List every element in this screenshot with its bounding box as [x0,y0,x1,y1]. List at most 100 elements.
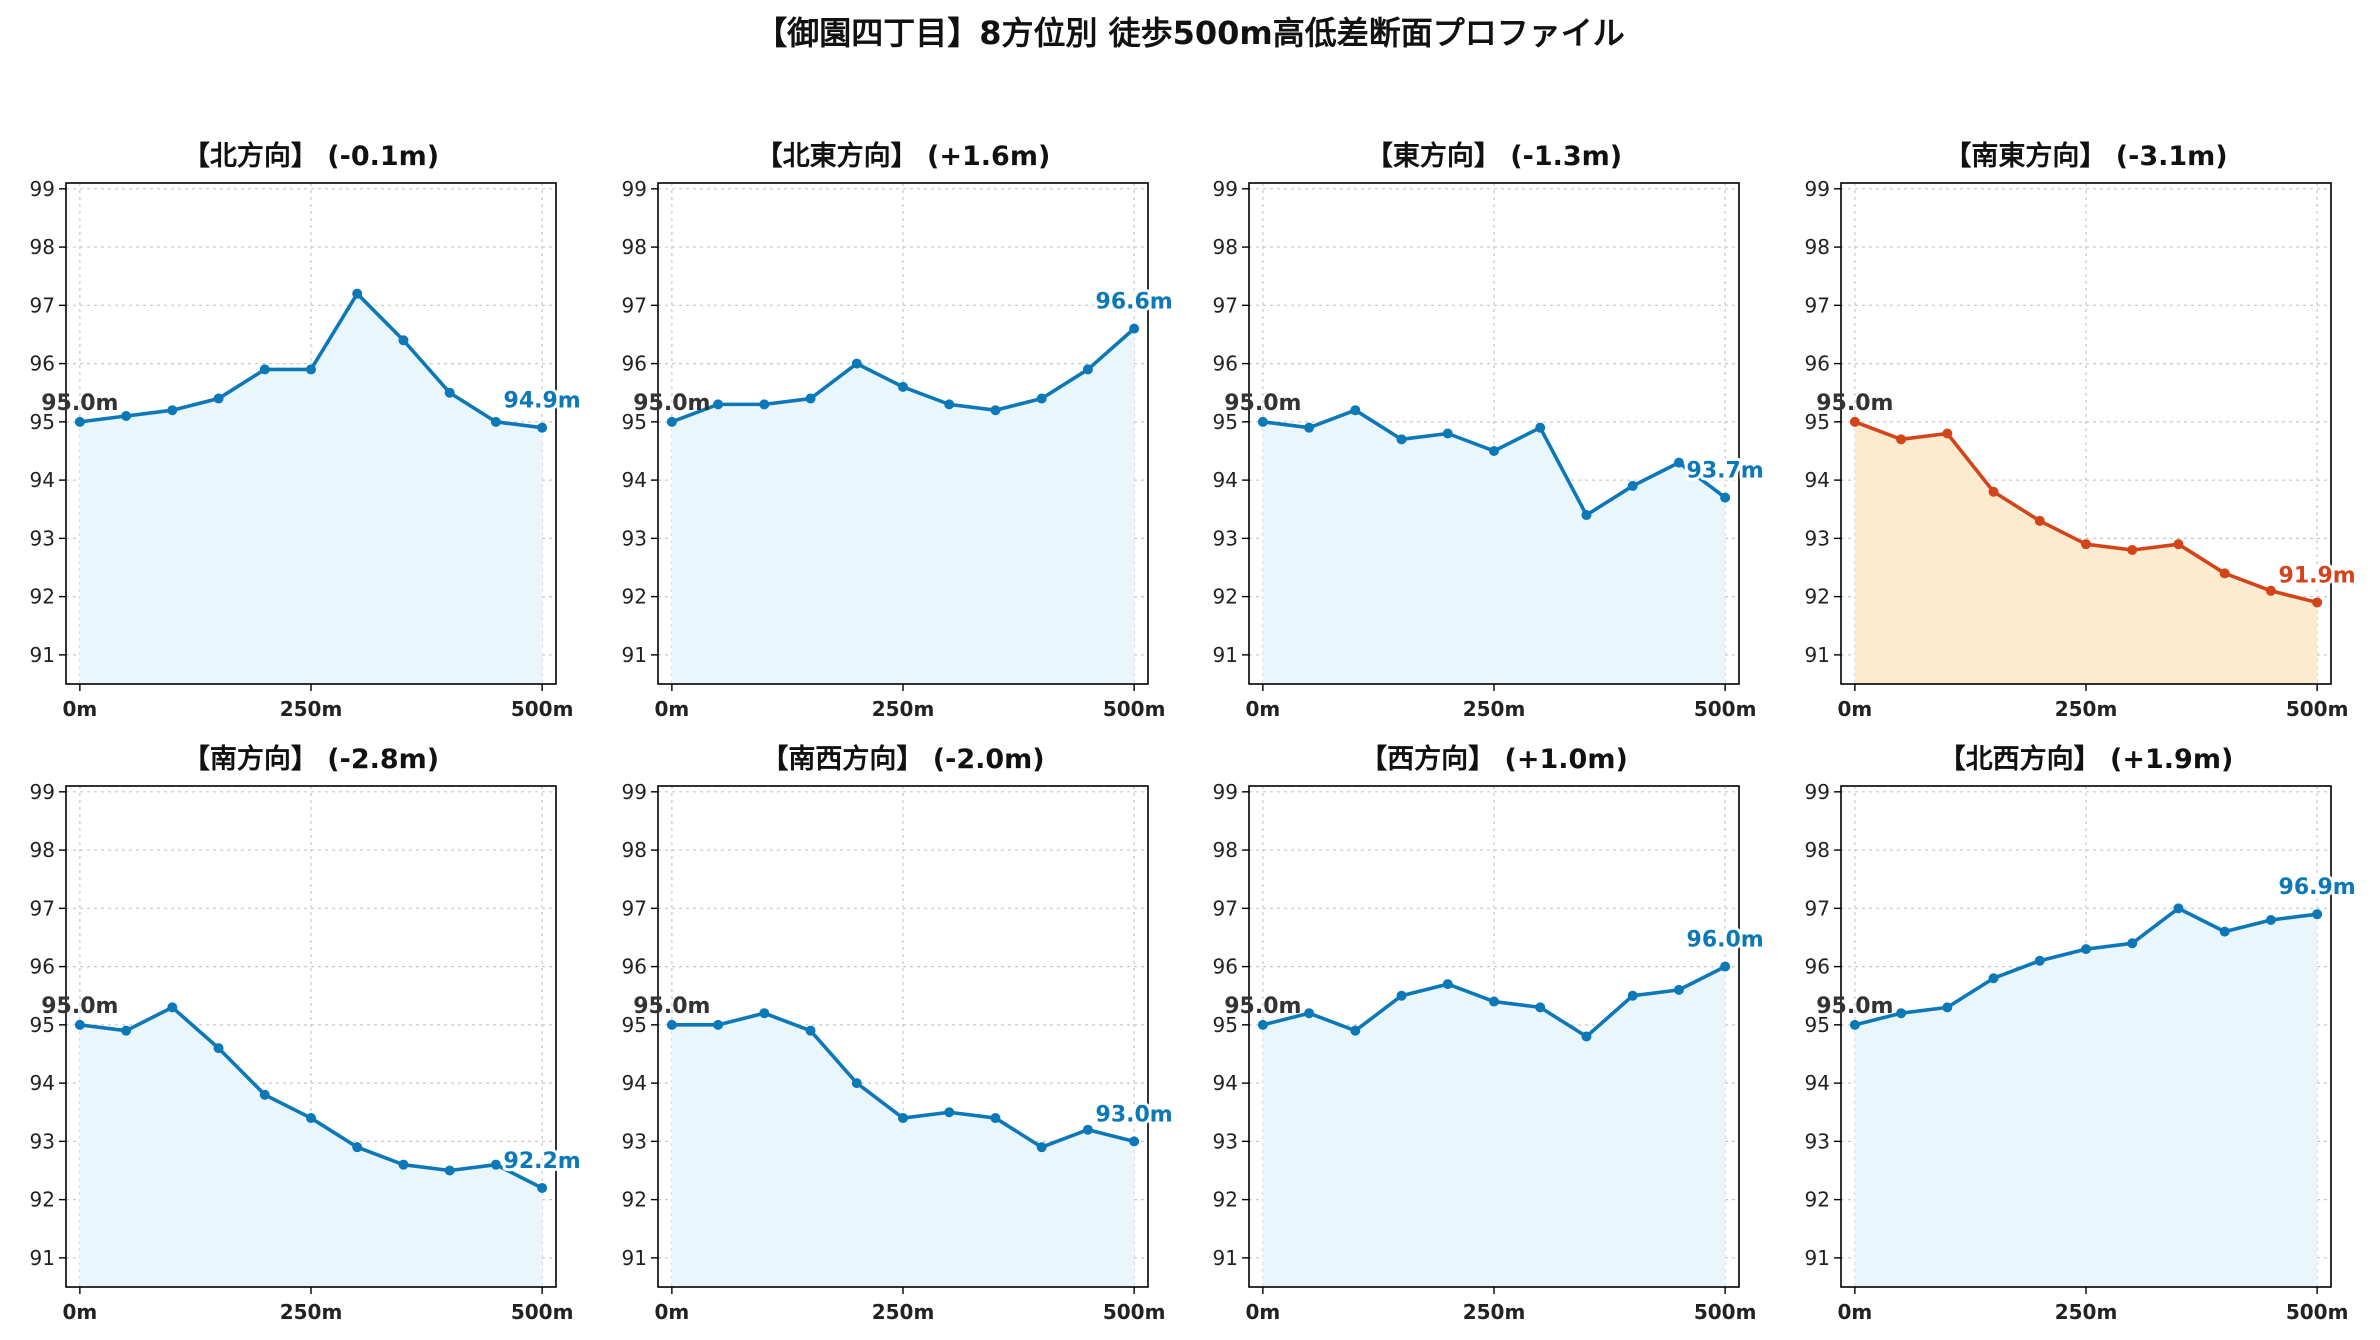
data-point [1442,428,1453,439]
data-point [1442,979,1453,990]
end-elevation-label-halo: 96.9m [2279,875,2356,900]
data-point [1082,1124,1093,1135]
data-point [1581,510,1592,521]
data-point [2081,944,2091,955]
end-elevation-label: 93.7m [1687,459,1764,484]
data-point [2034,955,2045,966]
end-elevation-label-halo: 91.9m [2279,563,2356,588]
data-point [1082,364,1093,375]
x-tick-label: 0m [1245,1300,1280,1324]
data-point [2127,545,2138,556]
data-point [805,1025,816,1036]
x-tick-label: 0m [654,697,689,721]
start-elevation-label: 95.0m [633,391,710,416]
panel-title: 【西方向】 (+1.0m) [1360,743,1628,775]
start-elevation-label: 95.0m [1816,994,1893,1019]
y-tick-label: 99 [30,177,55,201]
start-elevation-label: 95.0m [41,994,118,1019]
data-point [2081,539,2091,550]
data-point [398,335,409,346]
y-tick-label: 96 [30,955,55,979]
panel-title: 【東方向】 (-1.3m) [1366,140,1622,172]
panel-5: 【南西方向】 (-2.0m) 91 92 93 94 95 96 97 98 99 0m 250m 50… [622,743,1176,1324]
end-elevation-label: 96.6m [1096,290,1173,315]
x-tick-label: 250m [1463,697,1526,721]
data-point [398,1159,409,1170]
data-point [2312,909,2323,920]
data-point [444,1165,455,1176]
panel-title: 【南方向】 (-2.8m) [183,743,439,775]
y-tick-label: 94 [30,1071,55,1095]
data-point [713,399,724,410]
y-tick-label: 98 [1805,838,1830,862]
x-tick-label: 0m [62,697,97,721]
y-tick-label: 99 [1805,780,1830,804]
y-tick-label: 99 [622,780,647,804]
x-tick-label: 250m [872,1300,935,1324]
data-point [537,422,548,433]
y-tick-label: 95 [622,1013,647,1037]
profile-area [671,1013,1135,1287]
data-point [1489,996,1499,1007]
profile-area [1262,410,1726,684]
y-tick-label: 97 [30,896,55,920]
data-point [1489,445,1499,456]
data-point [2219,568,2230,579]
y-tick-label: 96 [622,352,647,376]
profile-area [1854,421,2318,684]
panel-1: 【北東方向】 (+1.6m) 91 92 93 94 95 96 97 98 99 0m 250m 50… [622,140,1176,721]
data-point [759,399,770,410]
data-point [1350,1025,1361,1036]
end-elevation-label-halo: 96.6m [1096,290,1173,315]
y-tick-label: 94 [1213,468,1238,492]
data-point [1896,1008,1907,1019]
y-tick-label: 91 [1805,1246,1830,1270]
data-point [851,1078,862,1089]
data-point [713,1019,724,1030]
data-point [2173,539,2184,550]
y-tick-label: 96 [622,955,647,979]
y-tick-label: 93 [30,526,55,550]
profile-area [671,328,1135,684]
y-tick-label: 94 [1805,468,1830,492]
x-tick-label: 250m [872,697,935,721]
y-tick-label: 96 [1213,352,1238,376]
data-point [1036,393,1047,404]
y-tick-label: 94 [1805,1071,1830,1095]
y-tick-label: 91 [622,643,647,667]
y-tick-label: 92 [622,1188,647,1212]
y-tick-label: 97 [1805,896,1830,920]
data-point [306,364,316,375]
x-tick-label: 250m [2055,1300,2118,1324]
panel-0: 【北方向】 (-0.1m) 91 92 93 94 95 96 97 98 99 0m 250m 500… [30,140,584,721]
data-point [352,1142,363,1153]
y-tick-label: 92 [1805,1188,1830,1212]
end-elevation-label-halo: 96.0m [1687,928,1764,953]
panel-title: 【南東方向】 (-3.1m) [1944,140,2227,172]
data-point [666,416,677,427]
y-tick-label: 97 [622,293,647,317]
data-point [1720,961,1731,972]
data-point [1942,1002,1953,1013]
y-tick-label: 94 [30,468,55,492]
data-point [1673,457,1684,468]
data-point [1849,416,1860,427]
data-point [944,1107,955,1118]
x-tick-label: 500m [1694,1300,1757,1324]
y-tick-label: 96 [1805,352,1830,376]
end-elevation-label: 96.0m [1687,928,1764,953]
data-point [2312,597,2323,608]
end-elevation-label: 94.9m [504,389,581,414]
data-point [898,1113,908,1124]
x-tick-label: 250m [1463,1300,1526,1324]
y-tick-label: 91 [30,1246,55,1270]
y-tick-label: 92 [622,585,647,609]
profile-area [1262,966,1726,1287]
y-tick-label: 98 [622,235,647,259]
panel-title: 【北西方向】 (+1.9m) [1939,743,2234,775]
y-tick-label: 95 [30,410,55,434]
y-tick-label: 98 [30,838,55,862]
start-elevation-label: 95.0m [1816,391,1893,416]
data-point [1896,434,1907,445]
